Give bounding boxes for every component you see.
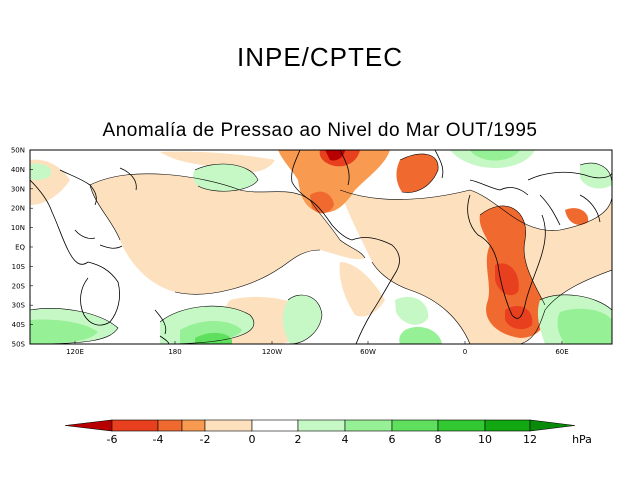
colorbar-segment — [111, 419, 159, 432]
latitude-axis: 50N 40N 30N 20N 10N EQ 10S 20S 30S 40S 50S — [11, 147, 33, 349]
colorbar-tick-label: 12 — [523, 433, 537, 446]
colorbar-unit: hPa — [572, 433, 592, 446]
colorbar-tick-label: 4 — [342, 433, 349, 446]
longitude-axis: 120E 180 120W 60W 0 60E — [66, 341, 569, 356]
lat-label-eq: EQ — [15, 244, 25, 252]
lon-label-60e: 60E — [555, 348, 568, 356]
tan-region-pacific — [90, 173, 365, 295]
high-region-southeast-inner — [557, 308, 612, 344]
colorbar-arrow-high — [529, 419, 576, 432]
lon-label-60w: 60W — [360, 348, 376, 356]
low-region-indian — [565, 208, 589, 225]
lat-label-30n: 30N — [11, 185, 25, 193]
colorbar-arrow-low — [64, 419, 113, 432]
colorbar-tick-label: 6 — [389, 433, 396, 446]
colorbar-tick-label: 2 — [295, 433, 302, 446]
lon-label-120e: 120E — [66, 348, 84, 356]
colorbar-segment — [204, 419, 253, 432]
low-region-core — [325, 150, 345, 161]
colorbar-tick-label: -6 — [107, 433, 118, 446]
colorbar-tick-label: -2 — [200, 433, 211, 446]
colorbar-segment — [157, 419, 183, 432]
high-region-north-pacific — [193, 164, 258, 192]
tan-region-south-america — [339, 262, 385, 317]
map-title: Anomalía de Pressao ao Nivel do Mar OUT/… — [102, 120, 538, 141]
colorbar-tick-label: 10 — [478, 433, 492, 446]
low-region-south-atlantic — [505, 305, 533, 330]
colorbar-segment — [297, 419, 346, 432]
lat-label-20n: 20N — [11, 205, 25, 213]
high-region-south-atlantic — [395, 296, 429, 325]
colorbar-segment — [251, 419, 299, 432]
colorbar-segment — [391, 419, 439, 432]
contour-lines — [30, 153, 612, 344]
colorbar-segment — [437, 419, 486, 432]
colorbar: -6 -4 -2 0 2 4 6 8 10 12 hPa — [64, 419, 592, 446]
lon-label-180: 180 — [168, 348, 181, 356]
lat-label-30s: 30S — [12, 302, 26, 310]
high-region-south-atlantic-west — [399, 326, 442, 344]
lon-label-120w: 120W — [262, 348, 282, 356]
lat-label-40n: 40N — [11, 166, 25, 174]
lat-label-40s: 40S — [12, 321, 26, 329]
lat-label-10s: 10S — [12, 263, 26, 271]
tan-region-north — [160, 151, 275, 173]
colorbar-tick-label: 8 — [435, 433, 442, 446]
lat-label-50s: 50S — [12, 341, 26, 349]
high-region-north-atlantic-core — [470, 150, 520, 161]
high-region-patagonia — [282, 295, 322, 344]
lat-label-50n: 50N — [11, 147, 25, 155]
high-region-south-pacific-core — [195, 332, 232, 344]
colorbar-segment — [344, 419, 393, 432]
lat-label-10n: 10N — [11, 224, 25, 232]
low-region-africa-core — [495, 263, 519, 296]
high-region-east — [580, 163, 612, 189]
colorbar-tick-label: -4 — [153, 433, 164, 446]
lon-label-0: 0 — [463, 348, 467, 356]
colorbar-tick-label: 0 — [249, 433, 256, 446]
map-field — [30, 150, 612, 344]
low-region-nw-atlantic — [396, 154, 439, 193]
lat-label-20s: 20S — [12, 282, 26, 290]
low-region-caribbean — [310, 191, 334, 214]
colorbar-segment — [484, 419, 531, 432]
page-title: INPE/CPTEC — [236, 42, 404, 72]
high-region-southwest-inner — [30, 319, 98, 344]
colorbar-segment — [181, 419, 206, 432]
high-region-west — [30, 163, 52, 180]
